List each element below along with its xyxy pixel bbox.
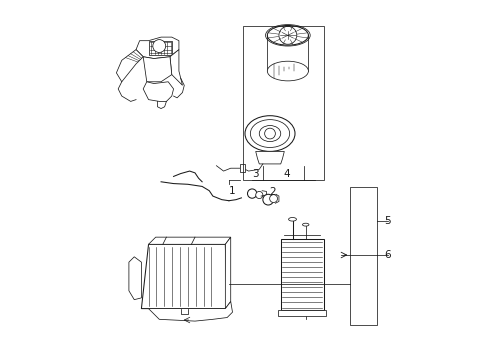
Polygon shape (142, 244, 227, 309)
Text: 2: 2 (270, 187, 276, 197)
Polygon shape (143, 57, 172, 82)
Polygon shape (129, 257, 142, 300)
Bar (281, 239, 323, 310)
Ellipse shape (302, 223, 309, 226)
Ellipse shape (259, 126, 281, 141)
Bar (243, 26, 323, 180)
Circle shape (279, 26, 297, 44)
Ellipse shape (268, 61, 308, 81)
Circle shape (263, 194, 273, 205)
Text: 6: 6 (384, 250, 391, 260)
Polygon shape (256, 152, 284, 164)
Text: 4: 4 (284, 168, 291, 179)
Circle shape (247, 189, 257, 198)
Ellipse shape (245, 116, 295, 152)
Bar (350, 187, 377, 325)
Polygon shape (170, 50, 182, 85)
Polygon shape (143, 82, 173, 102)
Ellipse shape (268, 26, 308, 45)
Polygon shape (136, 37, 179, 59)
Bar (240, 164, 245, 172)
Ellipse shape (289, 217, 296, 221)
Polygon shape (225, 237, 231, 309)
Ellipse shape (250, 120, 290, 148)
Circle shape (270, 195, 277, 203)
Circle shape (265, 128, 275, 139)
Circle shape (256, 192, 263, 199)
Text: 1: 1 (229, 186, 236, 196)
Text: 5: 5 (384, 216, 391, 226)
Polygon shape (117, 50, 143, 82)
Polygon shape (148, 301, 232, 321)
Bar (278, 310, 326, 316)
Polygon shape (148, 237, 231, 244)
Circle shape (153, 40, 166, 53)
Text: 3: 3 (252, 168, 259, 179)
Bar (148, 41, 172, 55)
